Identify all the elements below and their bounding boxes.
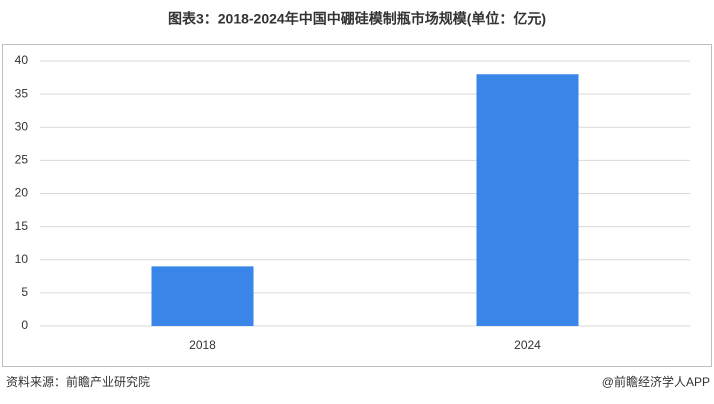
source-note: 资料来源：前瞻产业研究院 (6, 374, 150, 389)
y-tick-label: 10 (15, 252, 29, 266)
chart-frame (2, 44, 712, 367)
chart-title: 图表3：2018-2024年中国中硼硅模制瓶市场规模(单位：亿元) (168, 11, 546, 27)
x-tick-label: 2024 (514, 338, 541, 352)
brand-note: @前瞻经济学人APP (602, 374, 710, 389)
y-tick-label: 20 (15, 186, 29, 200)
y-tick-label: 15 (15, 219, 29, 233)
y-tick-label: 40 (15, 53, 29, 67)
bar (476, 74, 579, 326)
y-tick-label: 35 (15, 86, 29, 100)
bar (151, 266, 254, 326)
x-tick-label: 2018 (189, 338, 216, 352)
y-tick-label: 5 (21, 285, 28, 299)
y-tick-label: 0 (21, 318, 28, 332)
y-tick-label: 25 (15, 153, 29, 167)
y-tick-label: 30 (15, 119, 29, 133)
